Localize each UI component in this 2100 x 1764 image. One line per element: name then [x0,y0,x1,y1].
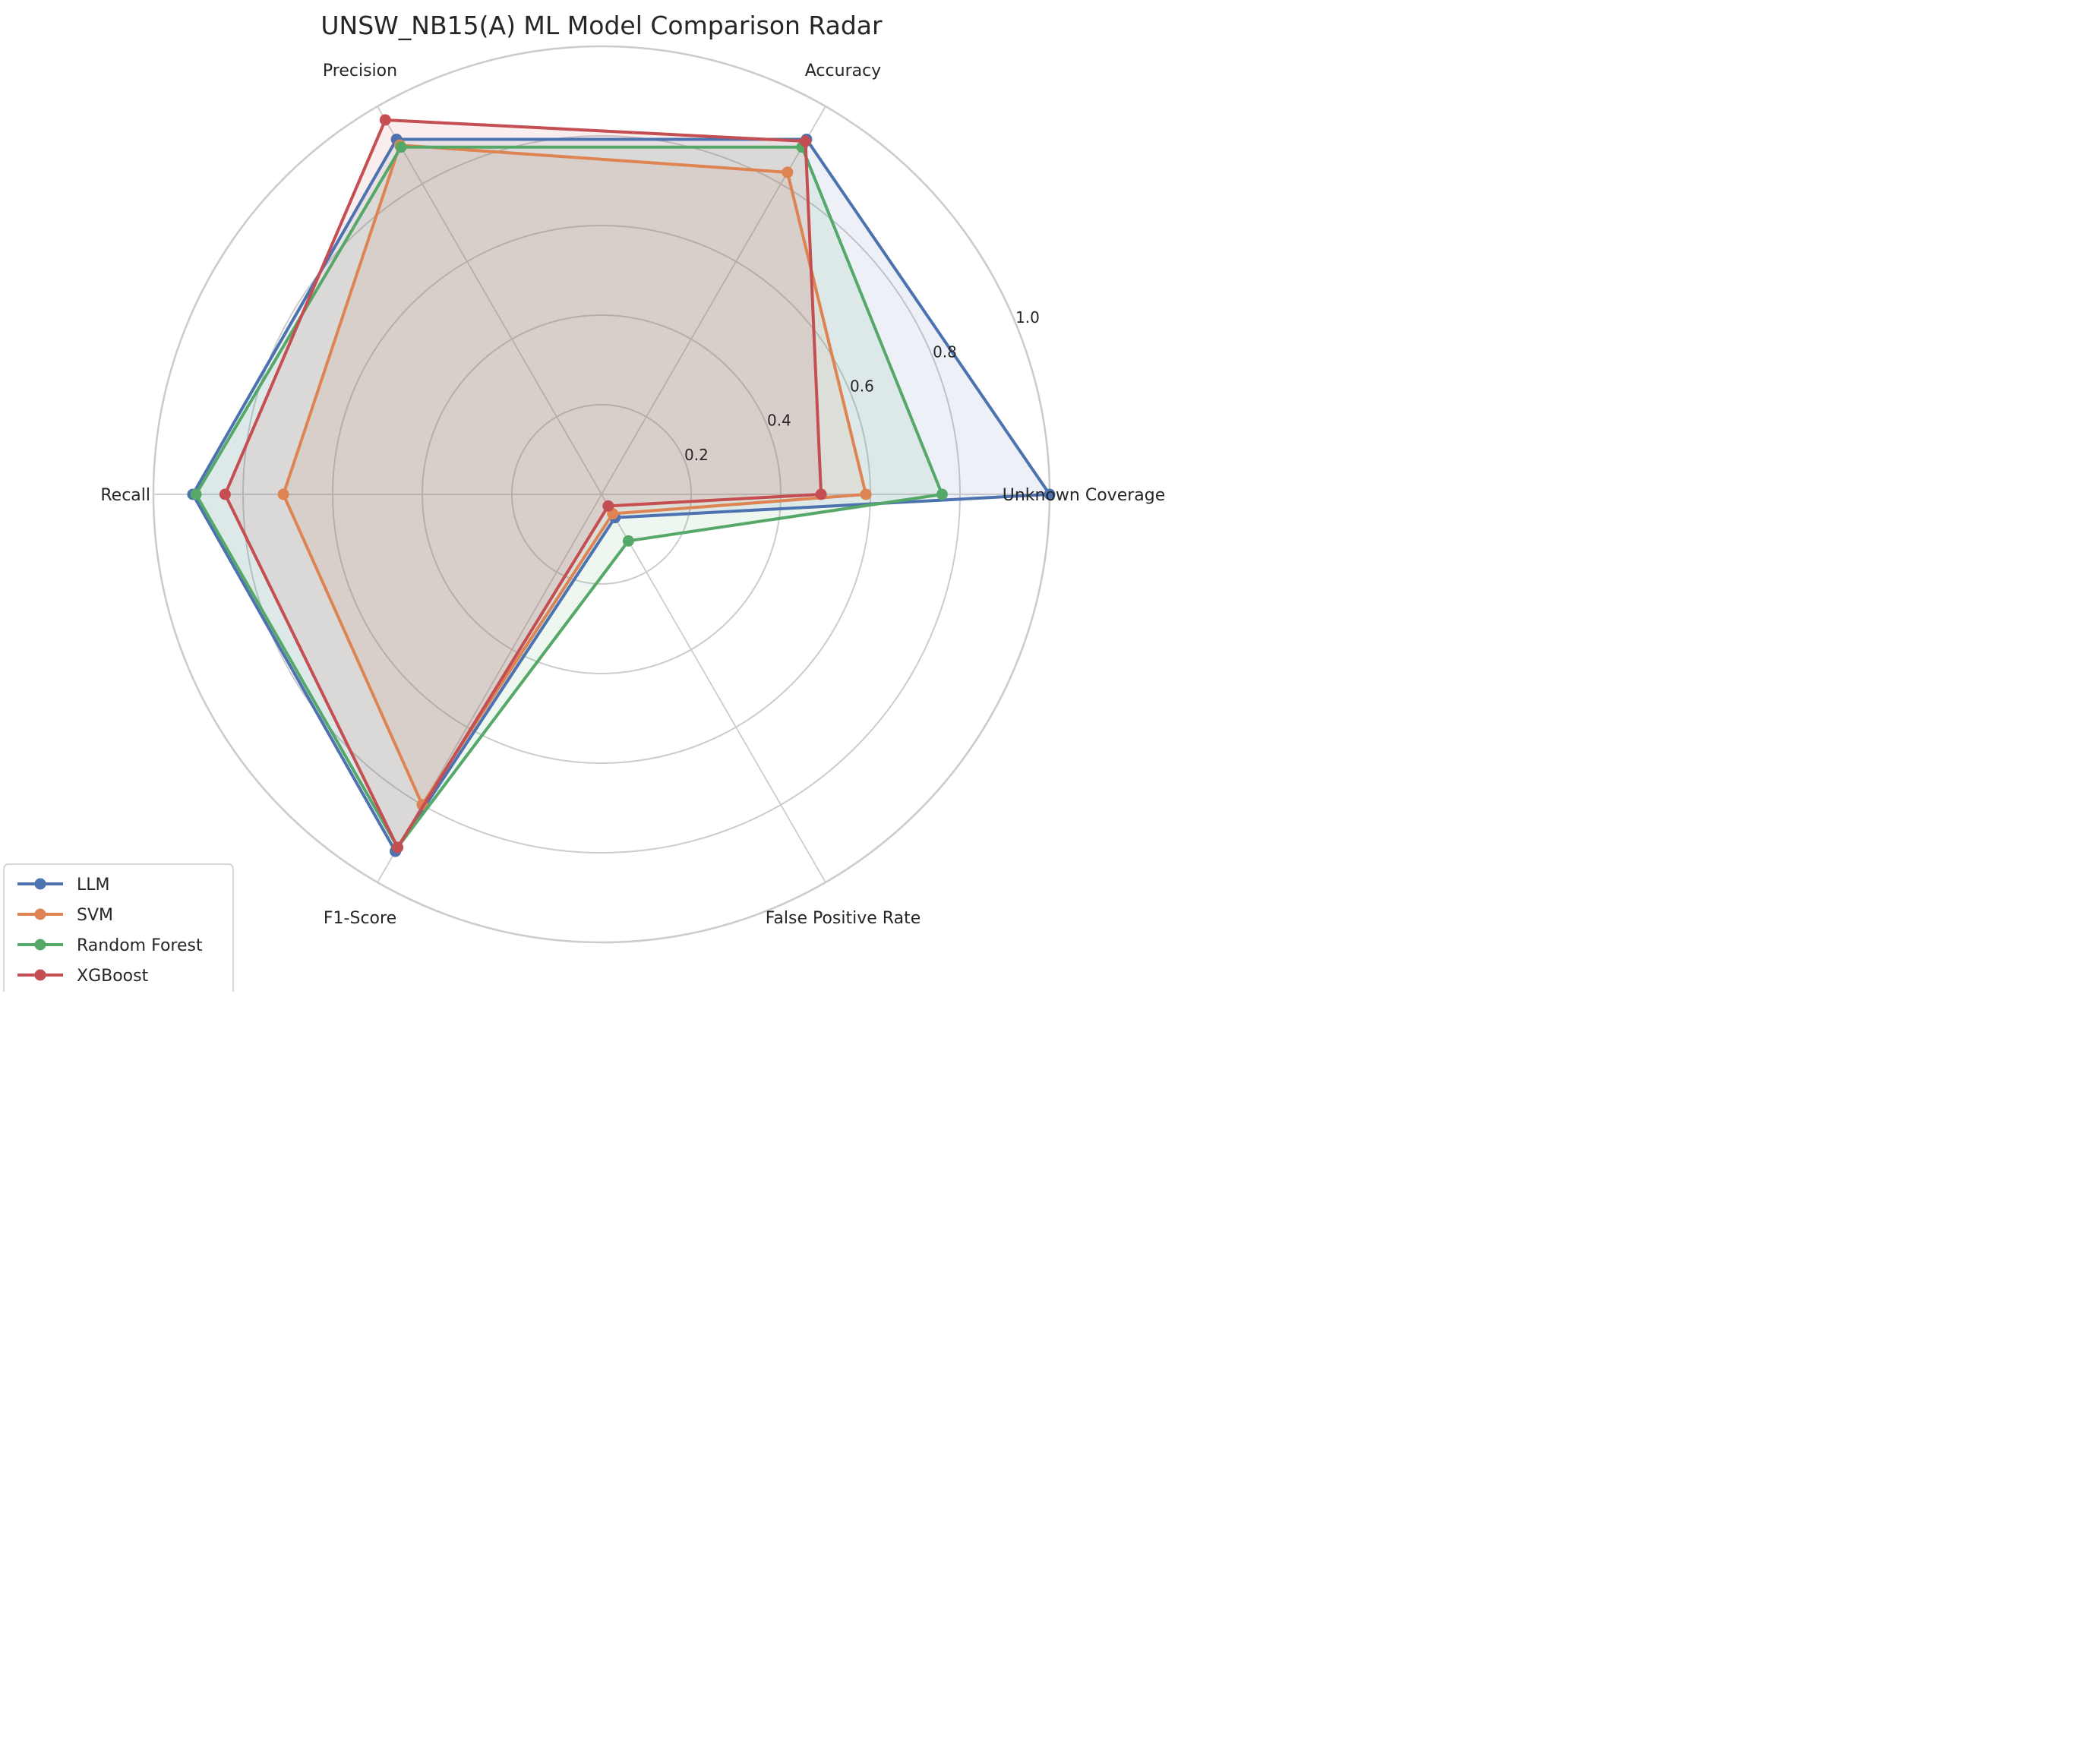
point-random-forest-precision [395,141,407,153]
series-fill-random-forest [196,147,943,847]
series-fill-llm [192,139,1050,852]
legend-label: XGBoost [77,967,149,986]
point-xgboost-unknown-coverage [815,488,827,500]
point-svm-accuracy [782,166,794,178]
legend-item-llm: LLM [17,876,110,895]
legend-label: SVM [77,906,113,925]
point-random-forest-false-positive-rate [622,535,634,547]
tick-label-0-8: 0.8 [933,342,957,361]
point-random-forest-unknown-coverage [936,488,948,500]
legend-item-svm: SVM [17,906,113,925]
series-layer [187,114,1056,857]
axis-label-accuracy: Accuracy [805,62,881,80]
series-fill-xgboost [225,119,822,847]
legend-swatch-marker [34,878,46,890]
axis-label-precision: Precision [323,62,397,80]
point-svm-recall [277,488,289,500]
axis-label-f1-score: F1-Score [324,909,396,928]
axis-label-unknown-coverage: Unknown Coverage [1003,486,1166,505]
legend-swatch-marker [34,969,46,981]
chart-title: UNSW_NB15(A) ML Model Comparison Radar [321,11,883,40]
series-fill-svm [283,145,867,805]
legend-swatch-marker [34,908,46,920]
spoke-false-positive-rate [601,494,826,883]
point-svm-unknown-coverage [860,488,872,500]
tick-label-0-4: 0.4 [767,412,791,430]
point-xgboost-false-positive-rate [602,500,614,512]
tick-label-0-2: 0.2 [684,446,709,464]
legend-box [3,863,234,992]
legend-swatch-marker [34,939,46,951]
legend-item-random-forest: Random Forest [17,936,203,955]
point-random-forest-recall [190,488,202,500]
legend: LLM SVM Random Forest XGBoost [3,863,234,992]
axis-labels: Unknown Coverage Accuracy Precision Recall F… [100,62,1165,928]
tick-label-0-6: 0.6 [850,377,874,396]
legend-label: LLM [77,876,110,895]
spoke-precision [377,106,602,495]
radial-tick-labels: 0.2 0.4 0.6 0.8 1.0 [684,308,1040,464]
tick-label-1-0: 1.0 [1015,308,1040,327]
point-xgboost-accuracy [799,135,811,147]
legend-label: Random Forest [77,936,203,955]
axis-label-false-positive-rate: False Positive Rate [766,909,921,928]
axis-label-recall: Recall [100,486,150,505]
point-xgboost-recall [219,488,231,500]
radar-chart: UNSW_NB15(A) ML Model Comparison Radar 0… [3,11,1165,992]
legend-item-xgboost: XGBoost [17,967,149,986]
point-xgboost-precision [379,114,391,126]
point-xgboost-f1-score [392,841,404,854]
point-llm-unknown-coverage [1044,488,1056,500]
